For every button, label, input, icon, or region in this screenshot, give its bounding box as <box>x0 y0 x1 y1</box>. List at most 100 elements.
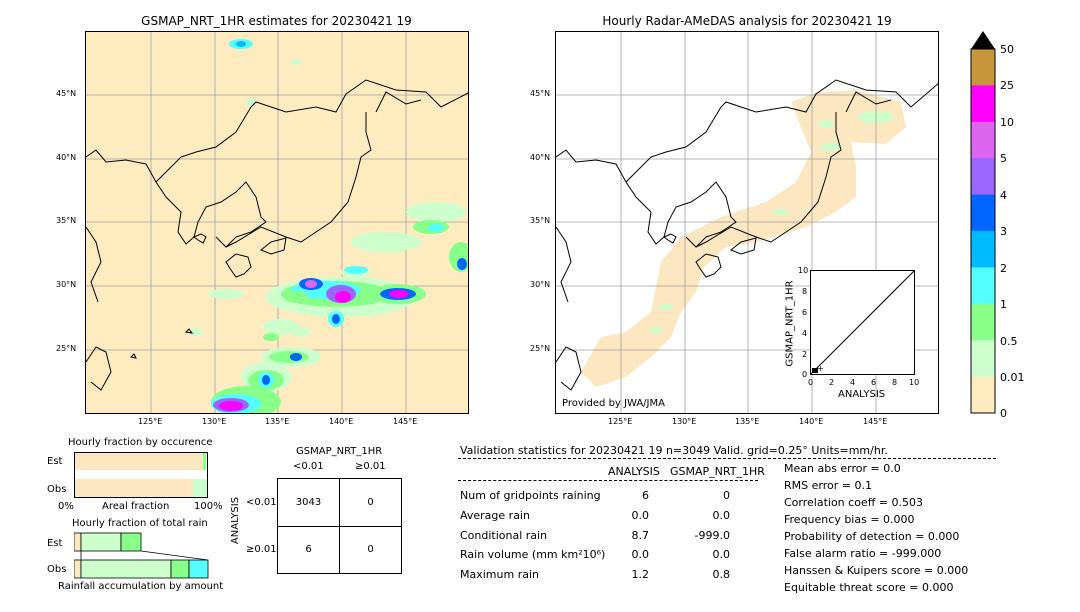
total-rain-row-label: Obs <box>47 564 67 575</box>
stat-label: Conditional rain <box>460 529 548 542</box>
right-lat-tick: 30°N <box>530 280 551 289</box>
validation-col-gsmap: GSMAP_NRT_1HR <box>670 465 765 478</box>
occurrence-title: Hourly fraction by occurence <box>68 437 213 448</box>
stat-gsmap: 0 <box>723 489 730 502</box>
stat-gsmap: 0.0 <box>712 548 731 561</box>
inset-ytick: 8 <box>802 287 808 296</box>
stat-gsmap: -999.0 <box>694 529 730 542</box>
colorbar <box>970 31 996 414</box>
colorbar-label: 2 <box>1000 262 1007 275</box>
colorbar-label: 50 <box>1000 43 1014 56</box>
occurrence-xlabel-right: 100% <box>194 501 223 512</box>
colorbar-segment <box>971 158 995 196</box>
left-lat-tick: 35°N <box>56 216 77 225</box>
validation-header: Validation statistics for 20230421 19 n=… <box>460 444 888 457</box>
colorbar-label: 0 <box>1000 407 1007 420</box>
left-lat-tick: 45°N <box>56 89 77 98</box>
colorbar-segment <box>971 194 995 232</box>
right-map-canvas <box>556 32 938 413</box>
total-rain-row-label: Est <box>47 538 63 549</box>
svg-text:+: + <box>817 364 824 373</box>
right-lat-tick: 25°N <box>530 344 551 353</box>
occurrence-xlabel-mid: Areal fraction <box>102 501 170 512</box>
scatter-points: + <box>812 364 824 373</box>
colorbar-segment <box>971 303 995 341</box>
colorbar-segment <box>971 85 995 123</box>
inset-ylabel: GSMAP_NRT_1HR <box>784 280 796 367</box>
stat-analysis: 6 <box>642 489 649 502</box>
precipitation-field <box>189 39 468 413</box>
score-line: Frequency bias = 0.000 <box>784 513 915 526</box>
diagonal-line <box>811 271 914 374</box>
stat-label: Rain volume (mm km²10⁶) <box>460 548 606 561</box>
validation-divider <box>458 458 996 459</box>
inset-xtick: 8 <box>892 378 898 387</box>
colorbar-label: 4 <box>1000 189 1007 202</box>
contingency-cell: 6 <box>305 544 312 555</box>
occurrence-row-label: Est <box>47 456 63 467</box>
radar-coverage <box>581 90 906 387</box>
left-lon-tick: 145°E <box>393 417 418 426</box>
contingency-cell: 0 <box>367 497 374 508</box>
inset-xtick: 2 <box>829 378 835 387</box>
right-lon-tick: 125°E <box>608 417 633 426</box>
colorbar-segment <box>971 376 995 414</box>
left-lon-tick: 140°E <box>329 417 354 426</box>
contingency-col-label: ≥0.01 <box>355 461 386 472</box>
colorbar-label: 0.01 <box>1000 371 1025 384</box>
left-lon-tick: 135°E <box>265 417 290 426</box>
inset-ytick: 2 <box>802 350 808 359</box>
stat-label: Average rain <box>460 509 530 522</box>
contingency-row-label: ≥0.01 <box>246 544 277 555</box>
validation-subdivider <box>458 480 758 481</box>
right-lon-tick: 140°E <box>799 417 824 426</box>
occurrence-obs-bar-rain <box>193 479 207 497</box>
colorbar-segment <box>971 231 995 268</box>
contingency-table: 3043 0 6 0 <box>277 478 402 574</box>
contingency-title: GSMAP_NRT_1HR <box>296 446 383 457</box>
left-lat-tick: 25°N <box>56 344 77 353</box>
inset-scatter: + <box>810 270 915 375</box>
inset-ytick: 0 <box>802 370 808 379</box>
colorbar-label: 5 <box>1000 152 1007 165</box>
colorbar-label: 0.5 <box>1000 335 1018 348</box>
total-rain-title: Hourly fraction of total rain <box>72 518 208 529</box>
inset-ytick: 10 <box>798 266 809 275</box>
credit-text: Provided by JWA/JMA <box>562 398 665 409</box>
contingency-cell: 0 <box>367 544 374 555</box>
score-line: Correlation coeff = 0.503 <box>784 496 923 509</box>
left-map-canvas <box>86 32 468 413</box>
total-rain-chart <box>74 532 209 579</box>
colorbar-arrow-icon <box>971 31 995 49</box>
left-map <box>85 31 469 414</box>
left-lon-tick: 125°E <box>138 417 163 426</box>
stat-label: Num of gridpoints raining <box>460 489 601 502</box>
inset-ytick: 4 <box>802 329 808 338</box>
right-map-title: Hourly Radar-AMeDAS analysis for 2023042… <box>602 14 892 28</box>
inset-xtick: 0 <box>808 378 814 387</box>
inset-xlabel: ANALYSIS <box>838 389 886 400</box>
stat-analysis: 8.7 <box>631 529 650 542</box>
occurrence-xlabel-left: 0% <box>58 501 74 512</box>
left-lat-tick: 40°N <box>56 153 77 162</box>
stat-analysis: 0.0 <box>631 509 650 522</box>
contingency-cell: 3043 <box>295 497 322 508</box>
contingency-col-label: <0.01 <box>293 461 324 472</box>
right-lon-tick: 130°E <box>672 417 697 426</box>
colorbar-label: 25 <box>1000 79 1014 92</box>
score-line: Equitable threat score = 0.000 <box>784 581 954 594</box>
colorbar-segment <box>971 340 995 378</box>
inset-xtick: 4 <box>850 378 856 387</box>
right-lon-tick: 145°E <box>863 417 888 426</box>
stat-gsmap: 0.0 <box>712 509 731 522</box>
score-line: RMS error = 0.1 <box>784 479 872 492</box>
stat-gsmap: 0.8 <box>712 568 731 581</box>
inset-xtick: 10 <box>909 378 920 387</box>
score-line: Hanssen & Kuipers score = 0.000 <box>784 564 969 577</box>
contingency-row-axis: ANALYSIS <box>230 496 242 545</box>
stat-analysis: 0.0 <box>631 548 650 561</box>
colorbar-segment <box>971 121 995 159</box>
score-line: Probability of detection = 0.000 <box>784 530 960 543</box>
left-lat-tick: 30°N <box>56 280 77 289</box>
occurrence-obs-bar <box>75 479 194 497</box>
